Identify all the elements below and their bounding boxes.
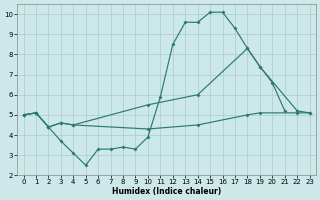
- X-axis label: Humidex (Indice chaleur): Humidex (Indice chaleur): [112, 187, 221, 196]
